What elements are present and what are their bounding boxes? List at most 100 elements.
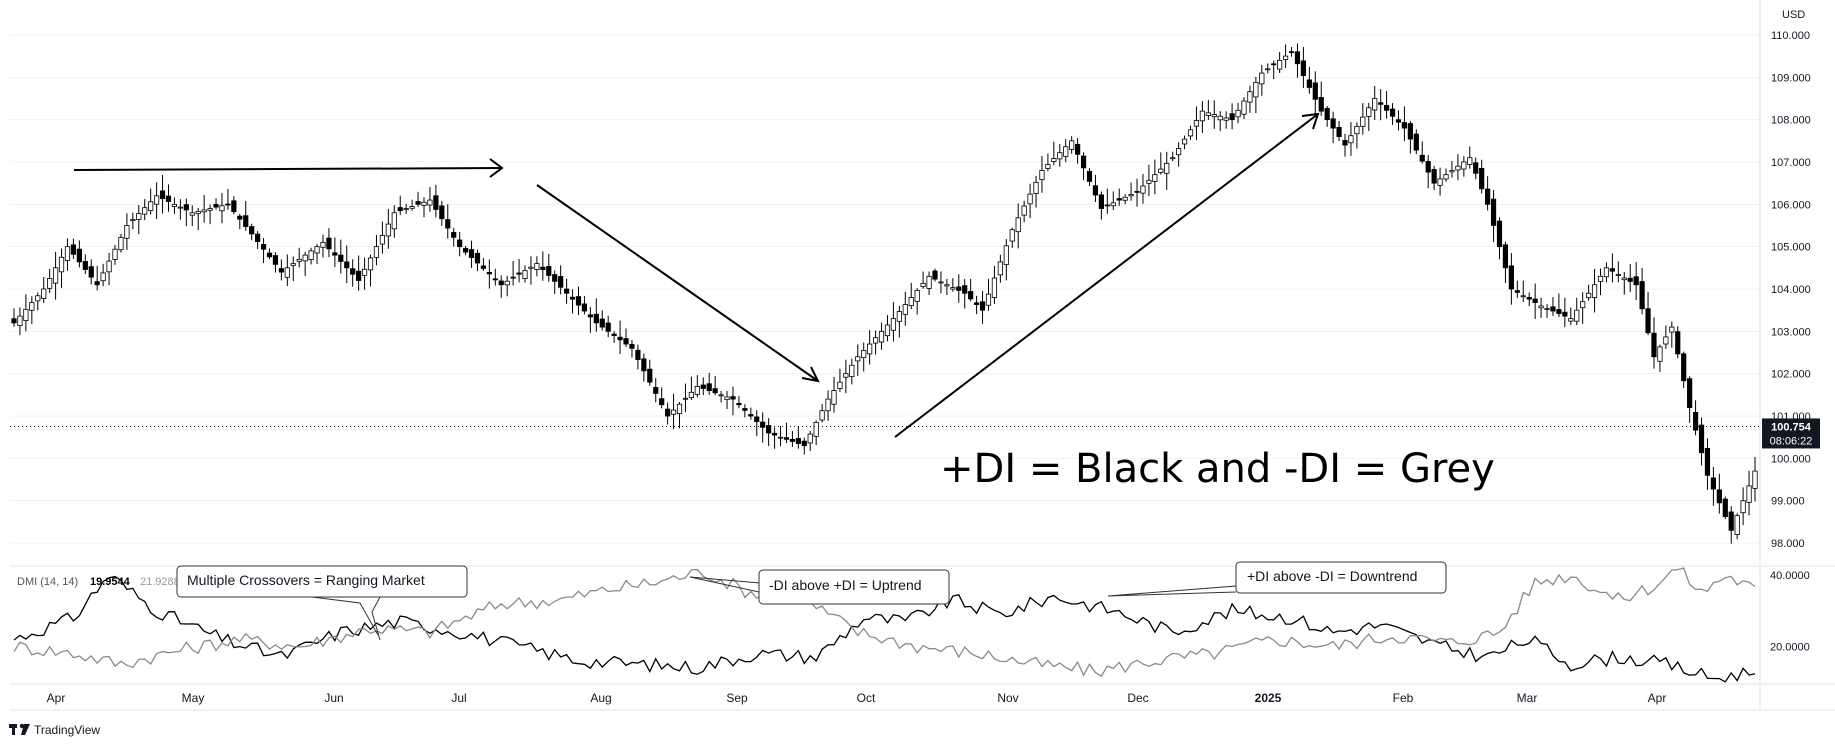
candle <box>1681 351 1687 388</box>
candle <box>1591 268 1598 313</box>
candle <box>688 376 694 400</box>
candle <box>326 228 332 258</box>
candle <box>1389 103 1396 125</box>
currency-label: USD <box>1782 9 1805 21</box>
callout-downtrend-text: +DI above -DI = Downtrend <box>1247 568 1417 584</box>
candle <box>1098 191 1104 220</box>
candle <box>427 186 433 212</box>
candle <box>373 234 380 266</box>
candle <box>1057 144 1063 167</box>
dmi-axis: 40.0000 20.0000 <box>1770 570 1810 653</box>
candle <box>1312 71 1318 116</box>
candle <box>1490 189 1497 243</box>
candle <box>1413 129 1419 155</box>
price-tick-label: 98.000 <box>1771 538 1805 550</box>
candle <box>1550 297 1556 316</box>
candle <box>213 198 219 210</box>
candle <box>1514 280 1520 298</box>
minus-di-line <box>13 567 1756 678</box>
candle <box>700 377 706 396</box>
candle <box>1223 111 1229 129</box>
candle <box>1187 125 1194 140</box>
candle <box>819 403 825 423</box>
candle <box>433 184 439 218</box>
candle <box>284 254 290 287</box>
candle <box>255 231 261 249</box>
candle <box>742 404 748 418</box>
candle <box>813 420 819 446</box>
time-tick-label: Aug <box>590 691 611 705</box>
candle <box>409 199 415 211</box>
candle <box>575 286 582 316</box>
candle <box>1615 261 1621 283</box>
candle <box>1158 152 1164 175</box>
candle <box>462 245 469 256</box>
arrow-down <box>536 184 820 383</box>
last-price-badge: 100.754 08:06:22 <box>1762 418 1820 449</box>
dmi-legend-title: DMI (14, 14) <box>17 576 78 588</box>
candle <box>118 233 124 253</box>
candle <box>1431 165 1437 190</box>
candle <box>1033 175 1039 208</box>
candle <box>1485 176 1491 211</box>
candle <box>1508 253 1514 305</box>
candle <box>1627 263 1633 292</box>
candle <box>1532 283 1538 319</box>
candle <box>302 251 308 277</box>
candle <box>718 390 724 403</box>
candle <box>1354 122 1360 149</box>
candle <box>231 196 237 215</box>
candle <box>962 279 968 309</box>
candle <box>314 244 320 264</box>
candle <box>504 275 510 297</box>
candle <box>635 344 641 370</box>
candle <box>920 271 926 289</box>
candle <box>1425 154 1431 189</box>
candle <box>1015 203 1021 249</box>
candle <box>1669 321 1675 348</box>
candle <box>243 201 249 231</box>
callout-downtrend: +DI above -DI = Downtrend <box>1107 561 1447 597</box>
candle <box>35 292 41 311</box>
candle <box>361 257 368 290</box>
candle <box>1324 105 1330 127</box>
candle <box>581 296 588 315</box>
time-tick-label: Apr <box>1648 691 1667 705</box>
candle <box>908 282 914 310</box>
candle <box>225 189 231 210</box>
candle <box>385 208 391 249</box>
candle <box>653 378 659 403</box>
candle <box>397 195 403 216</box>
candle <box>516 258 522 283</box>
candle <box>201 194 207 223</box>
candle <box>480 258 487 272</box>
candle <box>1211 100 1217 129</box>
candle <box>1401 106 1408 142</box>
candle <box>290 256 296 282</box>
candle <box>1003 239 1009 281</box>
candle <box>1722 496 1728 520</box>
candle <box>249 223 255 241</box>
countdown-value: 08:06:22 <box>1770 435 1813 447</box>
candle <box>100 263 106 287</box>
candle <box>64 238 71 271</box>
dmi-value-plus: 19.9544 <box>90 576 131 588</box>
candle <box>938 271 944 294</box>
candle <box>350 259 356 287</box>
candle <box>124 213 130 250</box>
candle <box>1217 111 1223 132</box>
candle <box>1199 101 1205 133</box>
grid <box>10 34 1760 544</box>
candle <box>1229 103 1235 130</box>
candle <box>421 197 427 218</box>
candle <box>1193 106 1200 141</box>
candle <box>510 260 516 286</box>
callout-uptrend: -DI above +DI = Uptrend <box>689 569 950 605</box>
candle <box>344 245 350 284</box>
candle <box>950 278 956 292</box>
candle <box>1366 102 1372 131</box>
candle <box>439 201 445 226</box>
candle <box>1342 133 1348 157</box>
candle <box>665 402 671 425</box>
